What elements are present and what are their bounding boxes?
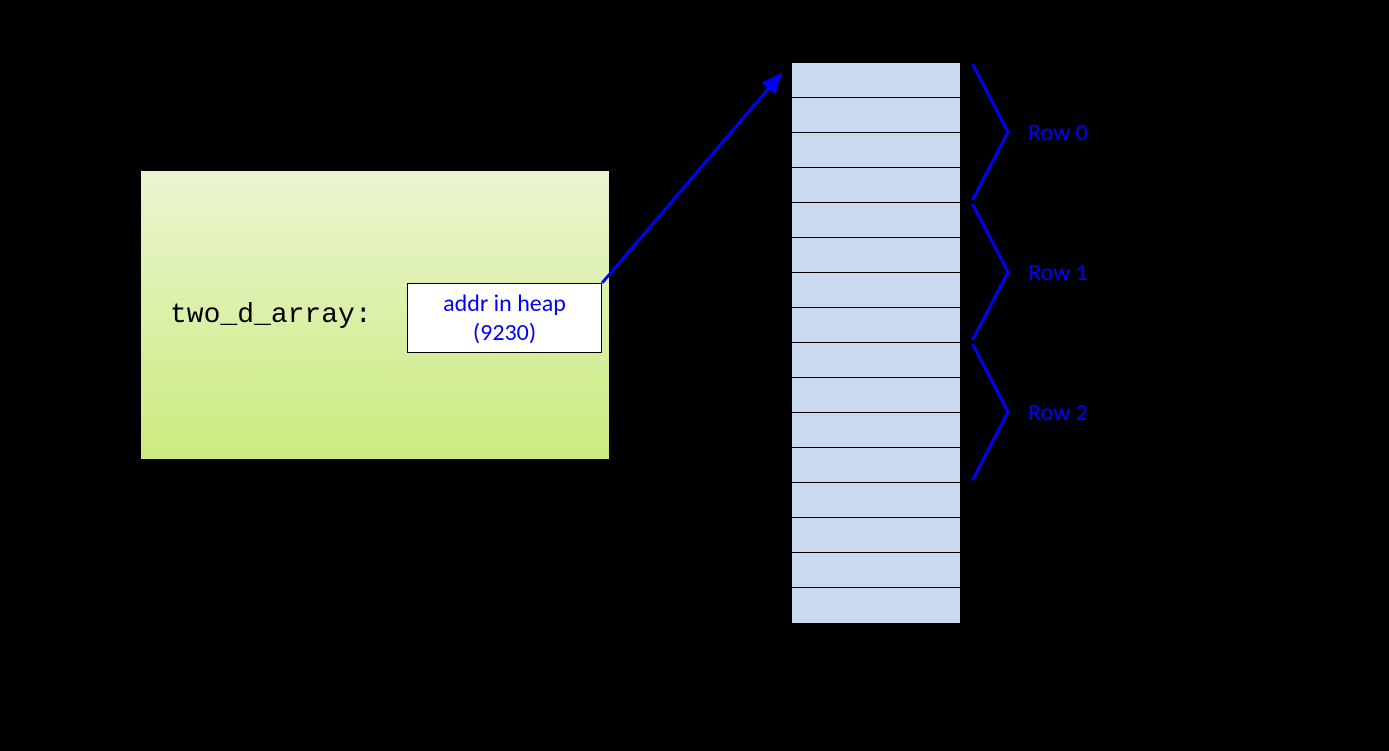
heap-cell — [791, 307, 961, 343]
heap-address-label: 9262 — [716, 346, 781, 373]
heap-cell — [791, 412, 961, 448]
heap-cell — [791, 552, 961, 588]
heap-cell — [791, 132, 961, 168]
pointer-value-box: addr in heap(9230) — [407, 283, 602, 353]
row-brace — [973, 345, 1008, 479]
heap-cell — [791, 202, 961, 238]
pointer-arrow — [602, 75, 780, 283]
row-brace — [973, 65, 1008, 199]
heap-cell — [791, 517, 961, 553]
heap-cell — [791, 167, 961, 203]
heap-cell — [791, 482, 961, 518]
row-label: Row 1 — [1028, 258, 1088, 287]
heap-cell — [791, 97, 961, 133]
heap-cell — [791, 342, 961, 378]
heap-title: Heap — [800, 10, 950, 45]
row-label: Row 0 — [1028, 118, 1088, 147]
stack-title: Stack — [140, 130, 610, 165]
pointer-text-line2: (9230) — [473, 318, 536, 347]
row-label: Row 2 — [1028, 398, 1088, 427]
pointer-variable-label: two_d_array: — [170, 300, 372, 331]
pointer-text-line1: addr in heap — [443, 289, 566, 318]
heap-ellipsis: … — [791, 617, 961, 666]
heap-cell — [791, 447, 961, 483]
heap-address-label: 9246 — [716, 206, 781, 233]
heap-cell — [791, 62, 961, 98]
heap-cell — [791, 272, 961, 308]
row-brace — [973, 205, 1008, 339]
heap-cell — [791, 237, 961, 273]
heap-cell — [791, 377, 961, 413]
heap-address-label: 9230 — [716, 66, 781, 93]
